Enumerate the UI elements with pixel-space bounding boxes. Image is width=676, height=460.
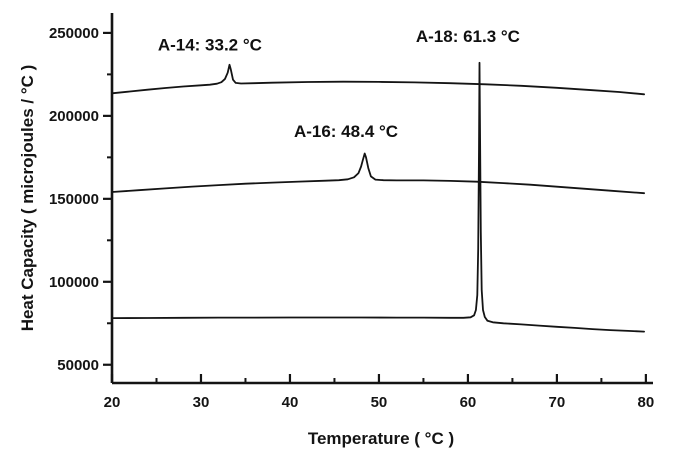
- x-tick-label: 70: [549, 394, 566, 411]
- y-tick-label: 250000: [49, 25, 99, 42]
- y-tick-label: 50000: [57, 357, 99, 374]
- peak-label-a-16: A-16: 48.4 °C: [294, 122, 398, 141]
- peak-label-a-14: A-14: 33.2 °C: [158, 35, 262, 54]
- x-tick-label: 60: [460, 394, 477, 411]
- peak-label-a-18: A-18: 61.3 °C: [416, 27, 520, 46]
- x-tick-label: 30: [193, 394, 210, 411]
- x-tick-label: 50: [371, 394, 388, 411]
- y-tick-label: 150000: [49, 191, 99, 208]
- y-tick-label: 100000: [49, 274, 99, 291]
- x-tick-label: 40: [282, 394, 299, 411]
- series-line-a-16: [111, 152, 645, 195]
- x-tick-label: 80: [638, 394, 655, 411]
- y-axis-title: Heat Capacity ( microjoules / °C ): [18, 65, 37, 332]
- x-axis-title: Temperature ( °C ): [308, 429, 454, 448]
- y-tick-label: 200000: [49, 108, 99, 125]
- series-line-a-14: [111, 63, 645, 96]
- series-line-a-18: [111, 61, 645, 333]
- x-tick-label: 20: [104, 394, 121, 411]
